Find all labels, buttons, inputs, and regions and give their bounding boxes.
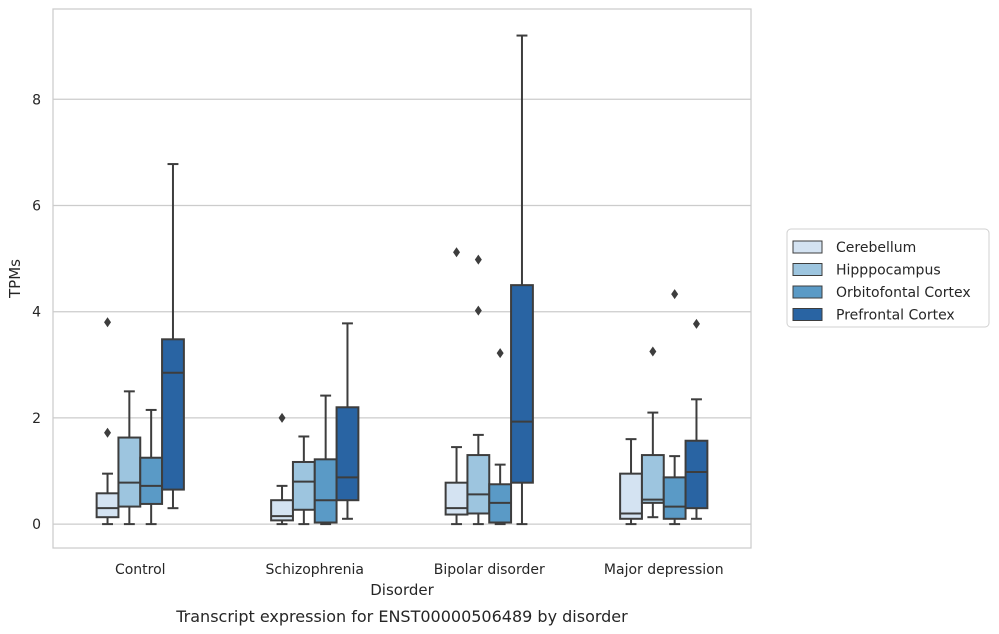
outlier-point [453,247,461,258]
x-tick-label: Bipolar disorder [434,562,545,578]
outlier-point [649,346,657,357]
outlier-point [496,348,504,359]
legend: Cerebellum Hipppocampus Orbitofontal Corte… [786,228,990,328]
legend-label: Prefrontal Cortex [836,308,955,324]
box-body [662,476,687,520]
chart-caption: Transcript expression for ENST0000050648… [175,607,628,626]
y-axis-label: TPMs [6,259,24,299]
y-tick-label: 2 [32,411,41,427]
legend-frame [786,228,990,328]
outlier-point [278,412,286,423]
x-tick-labels: Control Schizophrenia Bipolar disorder Majo… [115,562,724,578]
box-prefrontal-cortex [161,163,185,510]
outlier-point [692,318,700,329]
box-body [117,436,142,508]
y-tick-label: 0 [32,517,41,533]
box-cerebellum [95,317,120,526]
y-tick-labels: 0 2 4 6 8 [32,92,41,533]
box-body [335,406,360,502]
legend-label: Hipppocampus [836,263,941,279]
box-body [139,456,164,505]
box-cerebellum [270,412,294,526]
box-orbitofontal-cortex [488,348,513,526]
y-tick-label: 4 [32,305,41,321]
box-cerebellum [619,438,643,526]
legend-swatch [792,263,823,276]
box-prefrontal-cortex [510,34,534,526]
box-orbitofontal-cortex [313,394,338,526]
box-body [466,454,491,515]
box-cerebellum [444,247,469,526]
y-tick-label: 8 [32,92,41,108]
box-orbitofontal-cortex [139,408,164,526]
box-body [510,284,534,484]
box-body [640,454,665,504]
outlier-point [474,305,482,316]
box-body [161,338,185,491]
x-tick-label: Schizophrenia [266,562,364,578]
box-body [619,472,643,520]
box-body [313,458,338,524]
outlier-point [104,427,112,438]
box-body [684,439,709,510]
plot-frame [52,8,752,549]
outlier-point [474,254,482,265]
box-body [270,499,294,522]
x-axis-label: Disorder [370,581,434,599]
box-series [95,34,709,526]
legend-swatch [792,308,823,321]
box-prefrontal-cortex [684,318,709,520]
legend-label: Orbitofontal Cortex [836,285,971,301]
legend-swatch [792,240,823,254]
legend-swatch [792,285,823,299]
y-tick-label: 6 [32,198,41,214]
box-hipppocampus [640,346,665,519]
box-body [444,481,469,516]
outlier-point [104,317,112,328]
box-body [291,460,316,511]
x-tick-label: Control [115,562,166,578]
outlier-point [671,289,679,300]
x-tick-label: Major depression [604,562,724,578]
box-prefrontal-cortex [335,322,360,520]
box-orbitofontal-cortex [662,289,687,526]
box-body [95,492,120,519]
legend-label: Cerebellum [836,240,916,256]
